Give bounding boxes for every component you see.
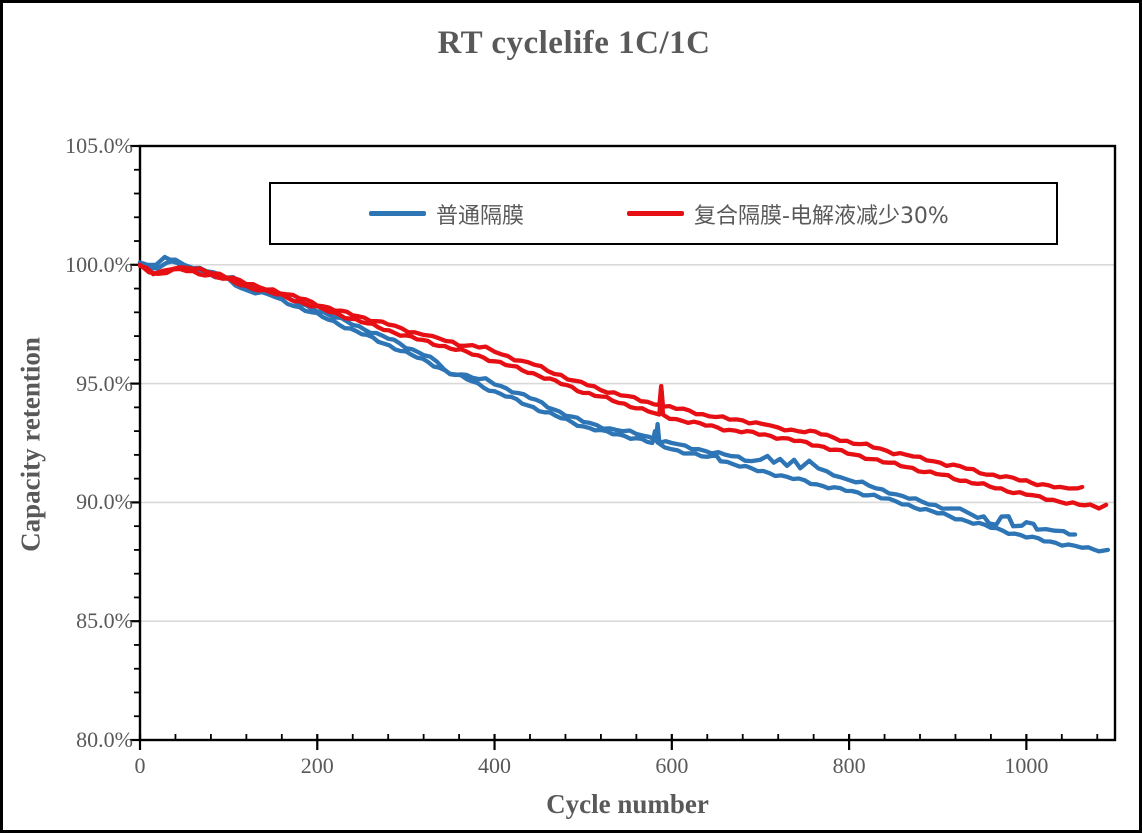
- legend-label-ordinary-separator: 普通隔膜: [436, 203, 525, 229]
- y-tick-label-105.0%: 105.0%: [65, 133, 133, 158]
- legend: 普通隔膜 复合隔膜-电解液减少30%: [269, 182, 1058, 245]
- x-tick-label-1000: 1000: [1004, 753, 1049, 778]
- x-tick-label-0: 0: [134, 753, 146, 778]
- series-line-red-upper[interactable]: [137, 263, 1085, 491]
- y-tick-label-95.0%: 95.0%: [76, 370, 133, 396]
- chart-title: RT cyclelife 1C/1C: [437, 25, 711, 61]
- y-tick-label-85.0%: 85.0%: [76, 608, 133, 634]
- legend-item-ordinary-separator[interactable]: 普通隔膜: [369, 184, 524, 243]
- x-tick-label-600: 600: [655, 753, 689, 778]
- x-tick-label-800: 800: [832, 753, 866, 778]
- series-line-red-lower[interactable]: [137, 262, 1109, 511]
- legend-line-swatch-blue: [369, 211, 426, 216]
- x-axis-title: Cycle number: [546, 789, 709, 819]
- y-tick-label-90.0%: 90.0%: [76, 489, 133, 515]
- legend-item-composite-separator[interactable]: 复合隔膜-电解液减少30%: [627, 184, 949, 243]
- legend-line-swatch-red: [627, 211, 684, 216]
- y-tick-label-80.0%: 80.0%: [76, 727, 133, 752]
- plot-border: [138, 144, 1117, 742]
- y-tick-label-100.0%: 100.0%: [65, 251, 133, 277]
- chart-canvas: [130, 144, 1117, 750]
- x-tick-label-400: 400: [478, 753, 512, 778]
- series-line-blue-lower[interactable]: [137, 259, 1111, 554]
- x-tick-label-200: 200: [300, 753, 334, 778]
- legend-label-composite-separator: 复合隔膜-电解液减少30%: [694, 203, 949, 229]
